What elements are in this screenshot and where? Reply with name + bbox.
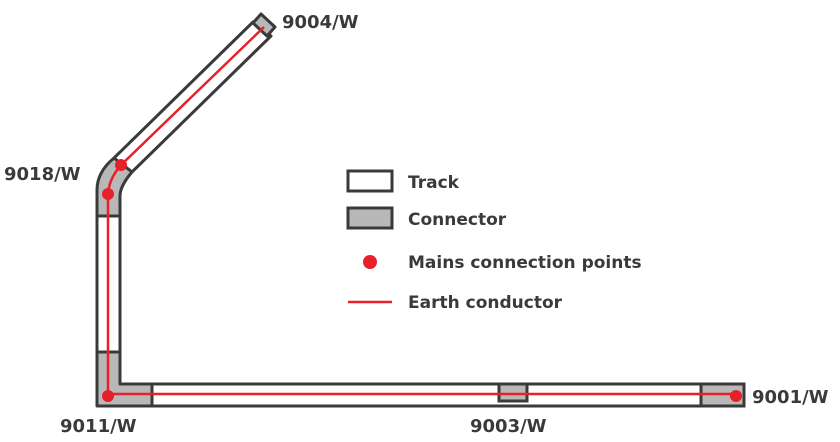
label-9004: 9004/W	[282, 12, 359, 33]
mains-point-9018-upper	[115, 159, 127, 171]
label-9011: 9011/W	[60, 416, 137, 437]
connector-labels: 9004/W 9018/W 9011/W 9003/W 9001/W	[4, 12, 829, 437]
mains-point-9011	[102, 390, 114, 402]
connector-9003	[497, 382, 529, 403]
mains-point-9018-lower	[102, 188, 114, 200]
legend: Track Connector Mains connection points …	[346, 169, 642, 313]
label-9003: 9003/W	[470, 416, 547, 437]
legend-earth-label: Earth conductor	[408, 293, 563, 313]
legend-track-swatch	[346, 169, 394, 193]
legend-track-label: Track	[408, 173, 460, 193]
legend-mains-label: Mains connection points	[408, 253, 642, 273]
mains-points	[102, 159, 742, 402]
legend-mains-dot	[363, 255, 377, 269]
connector-9004	[251, 12, 277, 38]
legend-connector-label: Connector	[408, 210, 507, 230]
label-9001: 9001/W	[752, 387, 829, 408]
mains-point-9001	[730, 390, 742, 402]
legend-connector-swatch	[346, 206, 394, 230]
label-9018: 9018/W	[4, 164, 81, 185]
